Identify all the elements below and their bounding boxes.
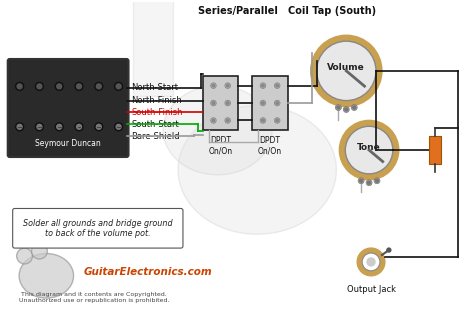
Text: South-Finish: South-Finish [131,108,183,117]
Circle shape [351,105,357,111]
Circle shape [387,248,391,252]
Circle shape [225,118,230,123]
Circle shape [210,118,216,123]
Circle shape [262,119,264,122]
Circle shape [75,123,83,131]
Circle shape [95,123,103,131]
FancyBboxPatch shape [13,209,183,248]
Circle shape [37,124,42,129]
Circle shape [17,84,22,89]
Circle shape [225,83,230,89]
Text: This diagram and it contents are Copyrighted.
Unauthorized use or republication : This diagram and it contents are Copyrig… [18,292,169,303]
Circle shape [210,83,216,89]
Circle shape [276,102,279,104]
Circle shape [76,124,82,129]
Circle shape [274,118,280,123]
Circle shape [96,84,101,89]
Circle shape [276,119,279,122]
Circle shape [75,83,83,90]
Circle shape [31,243,47,259]
Circle shape [367,181,371,184]
Circle shape [210,100,216,106]
Ellipse shape [178,106,337,234]
Circle shape [116,124,121,129]
Circle shape [375,179,378,182]
Text: North-Finish: North-Finish [131,96,182,105]
Text: DPDT
On/On: DPDT On/On [209,136,233,156]
Bar [429,136,441,164]
Circle shape [337,106,340,109]
Ellipse shape [163,86,272,175]
Text: Solder all grounds and bridge ground
to back of the volume pot.: Solder all grounds and bridge ground to … [23,219,173,238]
Text: Volume: Volume [328,63,365,72]
Circle shape [366,180,372,186]
Circle shape [276,84,279,87]
Circle shape [36,123,44,131]
Circle shape [274,83,280,89]
Text: Series/Parallel   Coil Tap (South): Series/Parallel Coil Tap (South) [198,7,376,16]
Circle shape [336,105,341,111]
Circle shape [227,102,229,104]
Circle shape [260,100,266,106]
Circle shape [115,83,123,90]
Circle shape [227,84,229,87]
Circle shape [17,124,22,129]
Circle shape [274,100,280,106]
Circle shape [55,123,63,131]
Bar [252,76,288,130]
Circle shape [262,84,264,87]
FancyBboxPatch shape [8,59,128,157]
Circle shape [55,83,63,90]
Text: South-Start: South-Start [131,120,179,129]
Circle shape [57,84,62,89]
Circle shape [353,106,356,109]
Circle shape [260,118,266,123]
Circle shape [96,124,101,129]
Circle shape [358,178,364,184]
Bar [134,0,173,96]
Circle shape [262,102,264,104]
Circle shape [362,253,380,271]
Circle shape [339,120,399,180]
Circle shape [343,106,349,112]
Text: DPDT
On/On: DPDT On/On [258,136,282,156]
Ellipse shape [19,254,73,298]
Text: Tone: Tone [357,143,381,152]
Text: North-Start: North-Start [131,83,179,92]
Text: Bare-Shield: Bare-Shield [131,132,180,141]
Circle shape [260,83,266,89]
Circle shape [95,83,103,90]
Circle shape [360,179,363,182]
Circle shape [317,41,376,100]
Circle shape [17,248,33,264]
Circle shape [367,258,375,266]
Bar [203,76,238,130]
Circle shape [16,123,24,131]
Circle shape [37,84,42,89]
Circle shape [345,108,348,111]
Circle shape [212,119,215,122]
Circle shape [225,100,230,106]
Text: Output Jack: Output Jack [346,285,395,294]
Circle shape [310,35,382,106]
Circle shape [16,83,24,90]
Circle shape [227,119,229,122]
Circle shape [115,123,123,131]
Circle shape [57,124,62,129]
Circle shape [357,248,385,276]
Circle shape [212,102,215,104]
Text: GuitarElectronics.com: GuitarElectronics.com [84,267,212,277]
Circle shape [374,178,380,184]
Circle shape [212,84,215,87]
Circle shape [36,83,44,90]
Circle shape [76,84,82,89]
Circle shape [116,84,121,89]
Text: Seymour Duncan: Seymour Duncan [35,139,101,148]
Circle shape [345,126,393,174]
